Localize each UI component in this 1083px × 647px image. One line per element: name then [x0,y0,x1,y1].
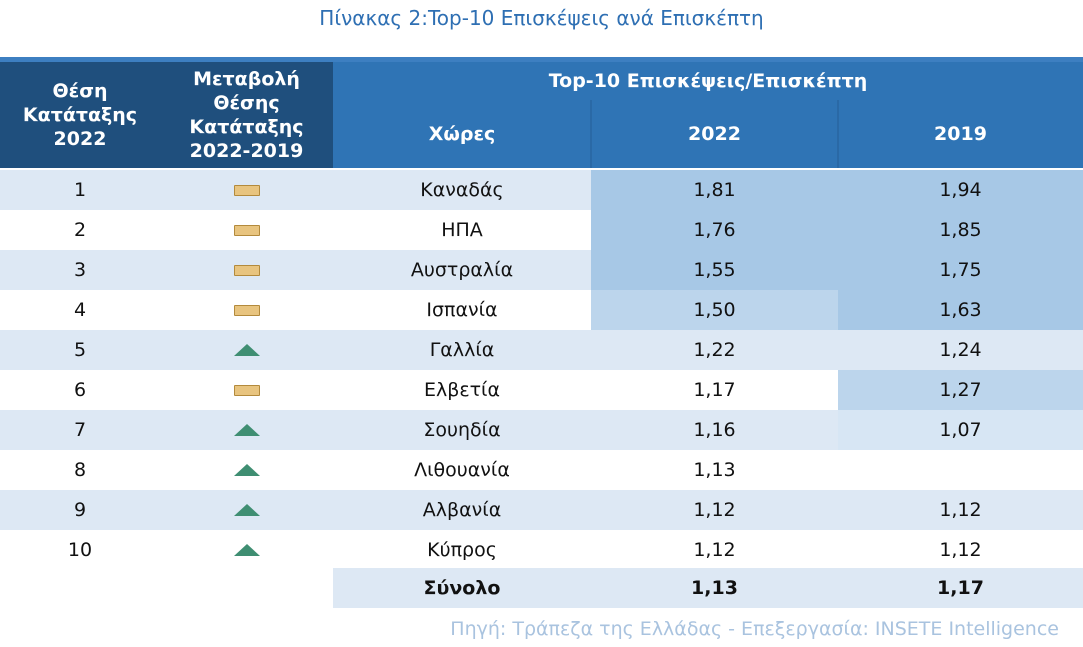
country-cell: Αλβανία [333,490,591,530]
total-row: Σύνολο 1,13 1,17 [0,568,1083,608]
value-2019-cell: 1,24 [838,330,1083,370]
country-header: Χώρες [333,100,591,168]
value-2019-cell: 1,12 [838,530,1083,570]
flat-dash-icon [233,304,260,316]
rank-cell: 9 [0,490,160,530]
triangle-up-icon [233,424,260,436]
value-2022-cell: 1,50 [591,290,838,330]
rank-cell: 4 [0,290,160,330]
header-separator [590,100,592,168]
value-2019-cell: 1,75 [838,250,1083,290]
rank-cell: 10 [0,530,160,570]
source-note: Πηγή: Τράπεζα της Ελλάδας - Επεξεργασία:… [450,618,1059,640]
change-cell [160,330,333,370]
header-separator [837,100,839,168]
country-cell: Αυστραλία [333,250,591,290]
country-cell: Γαλλία [333,330,591,370]
rank-cell: 1 [0,170,160,210]
change-cell [160,410,333,450]
value-2022-cell: 1,17 [591,370,838,410]
group-header: Top-10 Επισκέψεις/Επισκέπτη [333,62,1083,100]
country-cell: ΗΠΑ [333,210,591,250]
year-2022-header-label: 2022 [688,123,741,145]
year-2019-header-label: 2019 [934,123,987,145]
rank-cell: 2 [0,210,160,250]
value-2022-cell: 1,81 [591,170,838,210]
value-2019-cell: 1,27 [838,370,1083,410]
value-2019-cell [838,450,1083,490]
value-2022-cell: 1,16 [591,410,838,450]
triangle-up-icon [233,504,260,516]
rank-header: Θέση Κατάταξης 2022 [0,62,160,168]
value-2022-cell: 1,12 [591,490,838,530]
country-header-label: Χώρες [428,123,496,145]
change-header-label: Μεταβολή Θέσης Κατάταξης 2022-2019 [189,68,304,162]
country-cell: Σουηδία [333,410,591,450]
rank-cell: 5 [0,330,160,370]
change-header: Μεταβολή Θέσης Κατάταξης 2022-2019 [160,62,333,168]
table-row: 6 Ελβετία 1,17 1,27 [0,370,1083,410]
country-cell: Καναδάς [333,170,591,210]
value-2022-cell: 1,13 [591,450,838,490]
total-2019: 1,17 [838,568,1083,608]
group-header-label: Top-10 Επισκέψεις/Επισκέπτη [548,70,868,92]
table-row: 8 Λιθουανία 1,13 [0,450,1083,490]
total-label: Σύνολο [333,568,591,608]
year-2019-header: 2019 [838,100,1083,168]
value-2019-cell: 1,85 [838,210,1083,250]
rank-cell: 7 [0,410,160,450]
flat-dash-icon [233,384,260,396]
flat-dash-icon [233,224,260,236]
value-2019-cell: 1,94 [838,170,1083,210]
triangle-up-icon [233,344,260,356]
rank-cell: 8 [0,450,160,490]
table-row: 10 Κύπρος 1,12 1,12 [0,530,1083,570]
year-2022-header: 2022 [591,100,838,168]
change-cell [160,370,333,410]
header-top-band [0,57,1083,62]
change-cell [160,490,333,530]
change-cell [160,210,333,250]
table-row: 5 Γαλλία 1,22 1,24 [0,330,1083,370]
flat-dash-icon [233,264,260,276]
triangle-up-icon [233,464,260,476]
country-cell: Λιθουανία [333,450,591,490]
table-row: 4 Ισπανία 1,50 1,63 [0,290,1083,330]
rank-cell: 3 [0,250,160,290]
change-cell [160,530,333,570]
change-cell [160,170,333,210]
table-row: 7 Σουηδία 1,16 1,07 [0,410,1083,450]
total-2022: 1,13 [591,568,838,608]
table-title: Πίνακας 2:Top-10 Επισκέψεις ανά Επισκέπτ… [319,6,764,30]
value-2022-cell: 1,22 [591,330,838,370]
country-cell: Ελβετία [333,370,591,410]
triangle-up-icon [233,544,260,556]
value-2019-cell: 1,12 [838,490,1083,530]
value-2022-cell: 1,76 [591,210,838,250]
change-cell [160,250,333,290]
table-row: 1 Καναδάς 1,81 1,94 [0,170,1083,210]
table-row: 9 Αλβανία 1,12 1,12 [0,490,1083,530]
value-2022-cell: 1,12 [591,530,838,570]
country-cell: Κύπρος [333,530,591,570]
change-cell [160,450,333,490]
table-row: 3 Αυστραλία 1,55 1,75 [0,250,1083,290]
flat-dash-icon [233,184,260,196]
rank-header-label: Θέση Κατάταξης 2022 [22,80,138,150]
value-2019-cell: 1,07 [838,410,1083,450]
value-2019-cell: 1,63 [838,290,1083,330]
change-cell [160,290,333,330]
value-2022-cell: 1,55 [591,250,838,290]
table-row: 2 ΗΠΑ 1,76 1,85 [0,210,1083,250]
country-cell: Ισπανία [333,290,591,330]
rank-cell: 6 [0,370,160,410]
